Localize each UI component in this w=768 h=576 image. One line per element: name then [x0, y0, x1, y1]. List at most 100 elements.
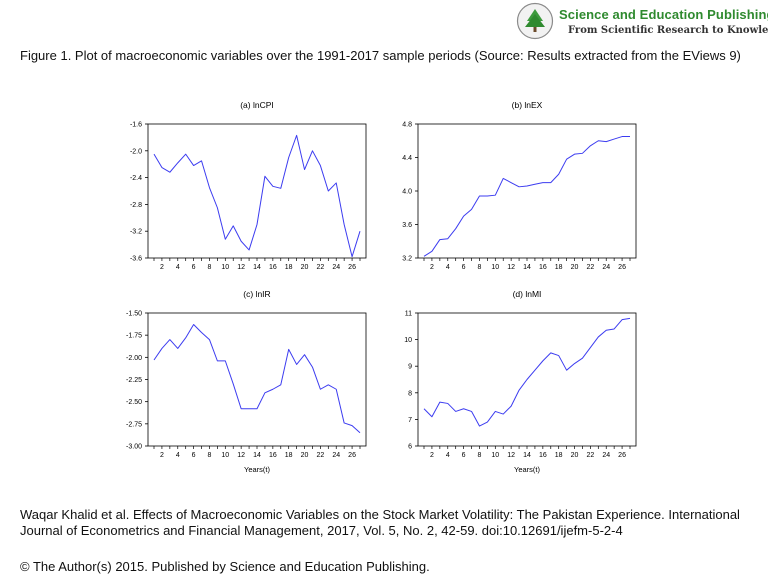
x-tick-label: 18 — [285, 452, 293, 459]
x-tick-label: 2 — [160, 264, 164, 271]
x-tick-label: 24 — [602, 452, 610, 459]
x-tick-label: 18 — [555, 452, 563, 459]
x-tick-label: 4 — [446, 452, 450, 459]
x-tick-label: 26 — [348, 264, 356, 271]
x-tick-label: 22 — [316, 452, 324, 459]
x-tick-label: 16 — [539, 452, 547, 459]
x-tick-label: 6 — [462, 264, 466, 271]
x-tick-label: 2 — [430, 264, 434, 271]
chart-title: (b) lnEX — [512, 100, 543, 110]
series-line — [423, 317, 631, 427]
y-tick-label: -2.4 — [130, 175, 142, 182]
x-tick-label: 20 — [301, 452, 309, 459]
y-tick-label: -2.75 — [126, 421, 142, 428]
series-line — [153, 324, 361, 434]
y-tick-label: 10 — [404, 337, 412, 344]
x-tick-label: 4 — [176, 452, 180, 459]
x-tick-label: 14 — [253, 452, 261, 459]
publisher-logo-icon — [516, 2, 554, 40]
x-tick-label: 8 — [478, 264, 482, 271]
series-line — [423, 136, 630, 257]
chart-panel-1: (a) lnCPI-1.6-2.0-2.4-2.8-3.2-3.62 4 6 8 10 1… — [130, 100, 367, 271]
x-tick-label: 6 — [192, 264, 196, 271]
x-axis-label: Years(t) — [244, 465, 270, 474]
x-tick-label: 20 — [301, 264, 309, 271]
figure-caption: Figure 1. Plot of macroeconomic variable… — [20, 48, 741, 63]
x-tick-label: 6 — [192, 452, 196, 459]
x-tick-label: 26 — [618, 264, 626, 271]
publisher-brand[interactable]: Science and Education Publishing From Sc… — [516, 2, 768, 42]
y-tick-label: -1.50 — [126, 311, 142, 318]
x-tick-label: 22 — [586, 264, 594, 271]
y-tick-label: -1.75 — [126, 333, 142, 340]
x-tick-label: 16 — [269, 264, 277, 271]
x-tick-label: 20 — [571, 264, 579, 271]
y-tick-label: -2.00 — [126, 355, 142, 362]
y-tick-label: 3.6 — [402, 222, 412, 229]
x-tick-label: 16 — [539, 264, 547, 271]
x-tick-label: 8 — [478, 452, 482, 459]
publisher-tagline: From Scientific Research to Knowledge — [568, 25, 768, 36]
x-tick-label: 16 — [269, 452, 277, 459]
x-tick-label: 8 — [208, 452, 212, 459]
chart-panel-3: (c) lnIR -1.50 -1.75 -2.00 -2.25 -2.50 -2.75 -3… — [126, 289, 367, 474]
plot-frame — [147, 312, 367, 447]
x-tick-label: 12 — [237, 264, 245, 271]
x-tick-label: 2 — [430, 452, 434, 459]
x-tick-label: 12 — [507, 452, 515, 459]
y-tick-label: 7 — [408, 417, 412, 424]
x-tick-label: 4 — [446, 264, 450, 271]
y-tick-label: -3.00 — [126, 444, 142, 451]
y-tick-label: 11 — [405, 311, 412, 318]
y-tick-label: 8 — [408, 390, 412, 397]
x-tick-label: 20 — [571, 452, 579, 459]
x-tick-label: 10 — [491, 264, 499, 271]
y-tick-label: 6 — [408, 444, 412, 451]
copyright-text: © The Author(s) 2015. Published by Scien… — [20, 559, 430, 574]
x-tick-label: 10 — [491, 452, 499, 459]
y-tick-label: 4.8 — [402, 122, 412, 129]
series-line — [153, 134, 361, 258]
x-tick-label: 6 — [462, 452, 466, 459]
y-tick-label: 9 — [408, 364, 412, 371]
citation-text: Waqar Khalid et al. Effects of Macroecon… — [20, 507, 740, 538]
x-tick-label: 12 — [237, 452, 245, 459]
y-tick-label: -2.50 — [126, 399, 142, 406]
chart-title: (a) lnCPI — [240, 100, 274, 110]
y-tick-label: -3.2 — [130, 229, 142, 236]
x-tick-label: 14 — [523, 264, 531, 271]
y-tick-label: 4.0 — [402, 189, 412, 196]
x-tick-label: 26 — [348, 452, 356, 459]
y-tick-label: -2.8 — [130, 202, 142, 209]
x-tick-label: 4 — [176, 264, 180, 271]
x-axis-label: Years(t) — [514, 465, 540, 474]
y-tick-label: 3.2 — [402, 256, 412, 263]
x-tick-label: 18 — [555, 264, 563, 271]
x-tick-label: 24 — [332, 264, 340, 271]
x-tick-label: 10 — [221, 264, 229, 271]
y-tick-label: -2.0 — [130, 148, 142, 155]
x-tick-label: 26 — [618, 452, 626, 459]
x-tick-label: 14 — [253, 264, 261, 271]
y-tick-label: -3.6 — [130, 256, 142, 263]
x-tick-label: 22 — [316, 264, 324, 271]
x-tick-label: 14 — [523, 452, 531, 459]
y-tick-label: -1.6 — [130, 122, 142, 129]
plot-frame — [417, 123, 637, 259]
chart-title: (d) lnMI — [513, 289, 542, 299]
x-tick-label: 2 — [160, 452, 164, 459]
x-tick-label: 24 — [332, 452, 340, 459]
publisher-name: Science and Education Publishing — [559, 7, 768, 22]
x-tick-label: 12 — [507, 264, 515, 271]
x-tick-label: 18 — [285, 264, 293, 271]
x-tick-label: 10 — [221, 452, 229, 459]
x-tick-label: 24 — [602, 264, 610, 271]
x-tick-label: 22 — [586, 452, 594, 459]
y-tick-label: 4.4 — [402, 155, 412, 162]
chart-title: (c) lnIR — [243, 289, 270, 299]
y-tick-label: -2.25 — [126, 377, 142, 384]
x-tick-label: 8 — [208, 264, 212, 271]
